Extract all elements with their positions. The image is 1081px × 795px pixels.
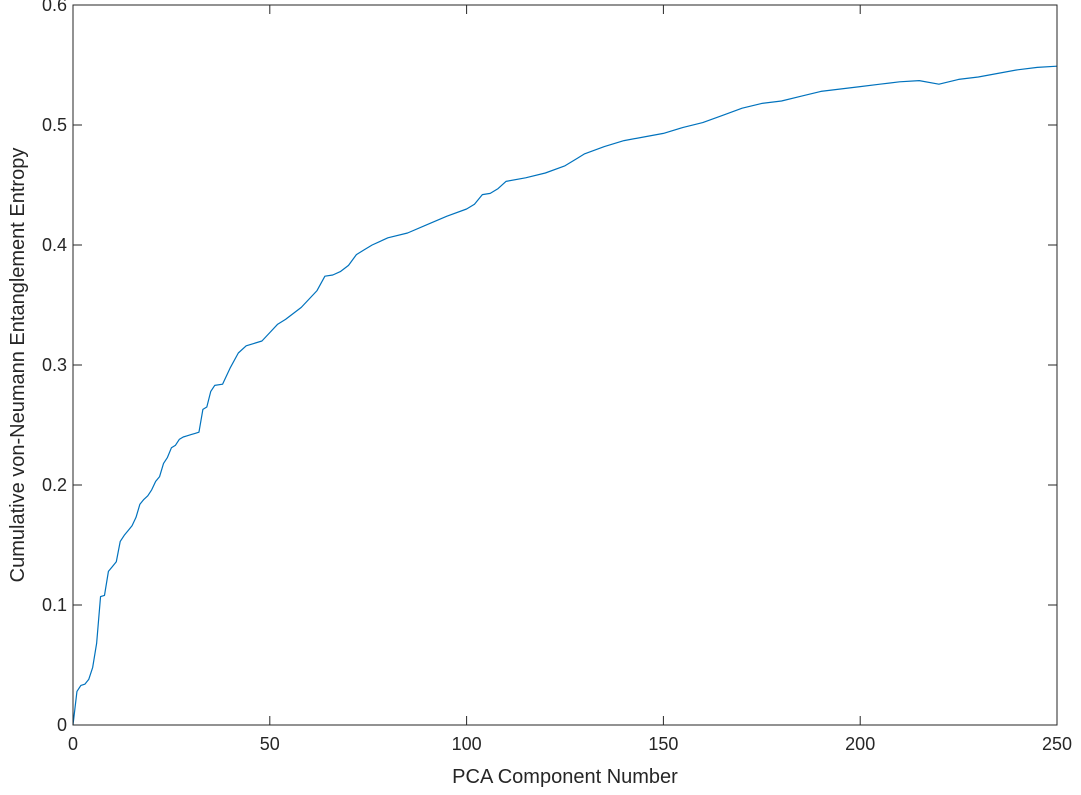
y-tick-label: 0	[57, 715, 67, 735]
tick-labels-layer: 0 50 100 150 200 250 0 0.1 0.2 0.3 0.4 0.5 0.6	[42, 0, 1072, 754]
series-layer	[72, 65, 1058, 726]
series-line	[72, 65, 1058, 726]
y-tick-label: 0.4	[42, 235, 67, 255]
ticks-layer	[72, 4, 1058, 726]
x-tick-label: 0	[68, 734, 78, 754]
x-tick-label: 50	[260, 734, 280, 754]
plot-area-box	[72, 4, 1058, 726]
x-tick-label: 250	[1042, 734, 1072, 754]
y-tick-label: 0.1	[42, 595, 67, 615]
y-tick-label: 0.3	[42, 355, 67, 375]
x-axis-label: PCA Component Number	[452, 766, 678, 788]
y-tick-label: 0.6	[42, 0, 67, 15]
y-tick-label: 0.2	[42, 475, 67, 495]
x-tick-label: 200	[845, 734, 875, 754]
x-tick-label: 100	[452, 734, 482, 754]
y-tick-label: 0.5	[42, 115, 67, 135]
x-tick-label: 150	[648, 734, 678, 754]
y-axis-label: Cumulative von-Neumann Entanglement Entr…	[7, 148, 29, 583]
